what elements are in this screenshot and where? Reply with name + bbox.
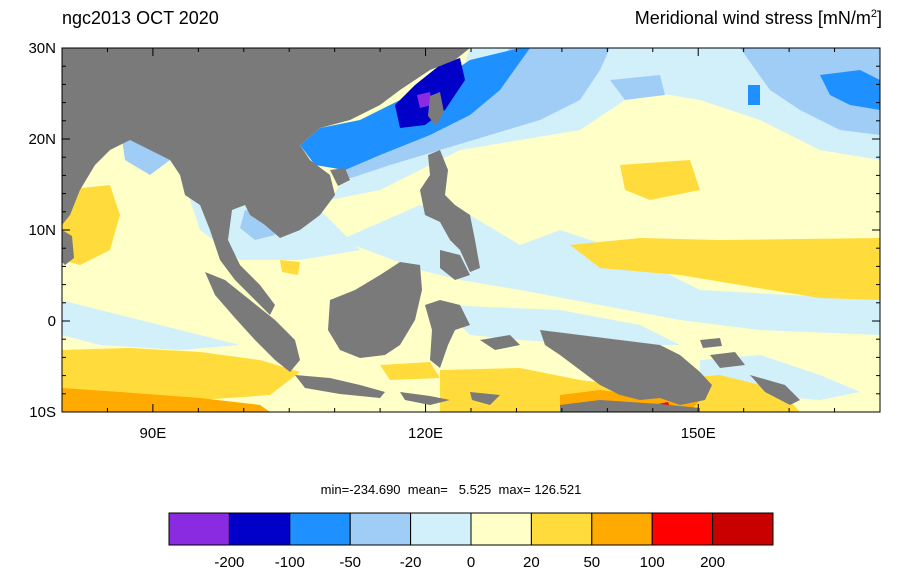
axis-labels: 30N 20N 10N 0 10S 90E 120E 150E bbox=[28, 40, 715, 442]
colorbar-label: -100 bbox=[275, 554, 305, 571]
map-field bbox=[62, 48, 880, 412]
colorbar-label: 50 bbox=[583, 554, 600, 571]
lat-tick-label: 30N bbox=[28, 40, 56, 57]
lat-tick-label: 0 bbox=[48, 313, 56, 330]
stat-mean-value: 5.525 bbox=[458, 482, 492, 497]
lon-tick-label: 90E bbox=[140, 425, 167, 442]
stat-min-label: min= bbox=[320, 482, 350, 497]
units-title: Meridional wind stress [mN/m bbox=[634, 8, 871, 28]
band-below-m200 bbox=[417, 92, 432, 108]
land-masses bbox=[62, 48, 800, 412]
plot-title-right: Meridional wind stress [mN/m2] bbox=[635, 8, 882, 29]
field-statistics: min=-234.690 mean= 5.525 max= 126.521 bbox=[0, 482, 902, 497]
colorbar-label: 20 bbox=[523, 554, 540, 571]
colorbar-swatch bbox=[289, 512, 351, 546]
lat-tick-label: 10S bbox=[29, 404, 56, 421]
colorbar-label: 200 bbox=[700, 554, 725, 571]
colorbar: -200 -100 -50 -20 0 20 50 100 200 bbox=[168, 512, 774, 571]
colorbar-swatch bbox=[349, 512, 412, 546]
colorbar-label: -200 bbox=[214, 554, 244, 571]
lat-tick-label: 10N bbox=[28, 222, 56, 239]
colorbar-label: -50 bbox=[339, 554, 361, 571]
colorbar-swatch bbox=[228, 512, 291, 546]
colorbar-swatch bbox=[410, 512, 472, 546]
colorbar-swatch bbox=[651, 512, 714, 546]
colorbar-swatch bbox=[591, 512, 653, 546]
units-superscript: 2 bbox=[870, 8, 877, 20]
colorbar-label: 0 bbox=[467, 554, 475, 571]
units-bracket: ] bbox=[876, 8, 882, 28]
stat-max-label: max= bbox=[498, 482, 531, 497]
stat-max-value: 126.521 bbox=[534, 482, 582, 497]
stat-mean-label: mean= bbox=[407, 482, 448, 497]
colorbar-swatch bbox=[530, 512, 593, 546]
plot-title-left: ngc2013 OCT 2020 bbox=[62, 8, 219, 28]
stat-min-value: -234.690 bbox=[349, 482, 401, 497]
lon-tick-label: 120E bbox=[408, 425, 443, 442]
colorbar-swatch bbox=[712, 512, 774, 546]
lon-tick-label: 150E bbox=[681, 425, 716, 442]
lat-tick-label: 20N bbox=[28, 131, 56, 148]
colorbar-label: 100 bbox=[640, 554, 665, 571]
colorbar-swatch bbox=[470, 512, 532, 546]
axis-ticks bbox=[61, 47, 881, 413]
colorbar-label: -20 bbox=[400, 554, 422, 571]
band-20-to-50 bbox=[62, 160, 880, 412]
colorbar-swatch bbox=[168, 512, 230, 546]
